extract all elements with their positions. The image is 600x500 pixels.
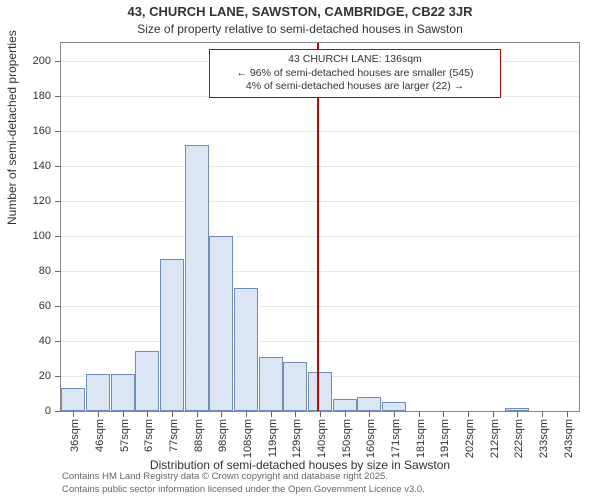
x-tick	[542, 411, 543, 417]
x-tick	[197, 411, 198, 417]
histogram-bar	[283, 362, 307, 411]
callout-title: 43 CHURCH LANE: 136sqm	[216, 53, 494, 67]
x-tick-label: 222sqm	[513, 419, 525, 458]
x-axis-label: Distribution of semi-detached houses by …	[0, 458, 600, 472]
x-tick	[567, 411, 568, 417]
y-tick	[55, 376, 61, 377]
histogram-bar	[111, 374, 135, 411]
y-tick-label: 140	[33, 160, 51, 172]
x-tick-label: 171sqm	[390, 419, 402, 458]
gridline	[61, 166, 579, 167]
callout-line-smaller: ← 96% of semi-detached houses are smalle…	[216, 67, 494, 81]
y-tick-label: 60	[39, 300, 51, 312]
gridline	[61, 271, 579, 272]
x-tick	[73, 411, 74, 417]
gridline	[61, 306, 579, 307]
x-tick-label: 88sqm	[193, 419, 205, 452]
histogram-bar	[382, 402, 406, 411]
y-tick-label: 0	[45, 405, 51, 417]
x-tick	[369, 411, 370, 417]
histogram-bar	[308, 372, 332, 411]
histogram-bar	[86, 374, 110, 411]
histogram-bar	[160, 259, 184, 411]
callout-line-larger: 4% of semi-detached houses are larger (2…	[216, 80, 494, 94]
y-tick	[55, 96, 61, 97]
x-tick	[493, 411, 494, 417]
chart-title-main: 43, CHURCH LANE, SAWSTON, CAMBRIDGE, CB2…	[0, 4, 600, 19]
y-axis-label: Number of semi-detached properties	[5, 30, 19, 225]
y-tick-label: 180	[33, 90, 51, 102]
x-tick	[295, 411, 296, 417]
histogram-bar	[357, 397, 381, 411]
x-tick	[345, 411, 346, 417]
footer-line-2: Contains public sector information licen…	[62, 484, 425, 496]
histogram-bar	[259, 357, 283, 411]
x-tick	[221, 411, 222, 417]
y-tick	[55, 201, 61, 202]
y-tick-label: 80	[39, 265, 51, 277]
gridline	[61, 341, 579, 342]
histogram-bar	[135, 351, 159, 411]
x-tick-label: 57sqm	[119, 419, 131, 452]
chart-container: 43, CHURCH LANE, SAWSTON, CAMBRIDGE, CB2…	[0, 0, 600, 500]
x-tick-label: 191sqm	[439, 419, 451, 458]
x-tick-label: 36sqm	[69, 419, 81, 452]
gridline	[61, 236, 579, 237]
x-tick-label: 46sqm	[94, 419, 106, 452]
y-tick	[55, 411, 61, 412]
x-tick-label: 77sqm	[168, 419, 180, 452]
y-tick	[55, 166, 61, 167]
x-tick	[246, 411, 247, 417]
footer-line-1: Contains HM Land Registry data © Crown c…	[62, 471, 425, 483]
x-tick	[443, 411, 444, 417]
x-tick-label: 212sqm	[489, 419, 501, 458]
x-tick-label: 233sqm	[538, 419, 550, 458]
y-tick-label: 20	[39, 370, 51, 382]
y-tick	[55, 306, 61, 307]
histogram-bar	[234, 288, 258, 411]
histogram-bar	[333, 399, 357, 411]
x-tick-label: 160sqm	[365, 419, 377, 458]
x-tick	[172, 411, 173, 417]
y-tick	[55, 271, 61, 272]
x-tick-label: 150sqm	[341, 419, 353, 458]
x-tick	[123, 411, 124, 417]
x-tick	[320, 411, 321, 417]
y-tick-label: 100	[33, 230, 51, 242]
y-tick-label: 160	[33, 125, 51, 137]
x-tick	[517, 411, 518, 417]
x-tick-label: 140sqm	[316, 419, 328, 458]
x-tick-label: 202sqm	[464, 419, 476, 458]
y-tick-label: 120	[33, 195, 51, 207]
gridline	[61, 201, 579, 202]
x-tick-label: 129sqm	[291, 419, 303, 458]
x-tick-label: 119sqm	[267, 419, 279, 457]
plot-area: 02040608010012014016018020036sqm46sqm57s…	[60, 42, 580, 412]
x-tick-label: 181sqm	[415, 419, 427, 458]
x-tick	[419, 411, 420, 417]
x-tick-label: 67sqm	[143, 419, 155, 452]
y-tick-label: 40	[39, 335, 51, 347]
chart-title-sub: Size of property relative to semi-detach…	[0, 22, 600, 36]
y-tick	[55, 61, 61, 62]
y-tick	[55, 341, 61, 342]
y-tick	[55, 131, 61, 132]
x-tick-label: 98sqm	[217, 419, 229, 452]
histogram-bar	[61, 388, 85, 411]
x-tick-label: 108sqm	[242, 419, 254, 458]
y-tick	[55, 236, 61, 237]
x-tick	[394, 411, 395, 417]
x-tick	[271, 411, 272, 417]
x-tick	[98, 411, 99, 417]
y-tick-label: 200	[33, 55, 51, 67]
histogram-bar	[209, 236, 233, 411]
footer-attribution: Contains HM Land Registry data © Crown c…	[62, 471, 425, 496]
histogram-bar	[185, 145, 209, 411]
x-tick	[147, 411, 148, 417]
reference-line	[317, 43, 319, 411]
callout-box: 43 CHURCH LANE: 136sqm← 96% of semi-deta…	[209, 49, 501, 98]
gridline	[61, 131, 579, 132]
x-tick	[468, 411, 469, 417]
x-tick-label: 243sqm	[563, 419, 575, 458]
